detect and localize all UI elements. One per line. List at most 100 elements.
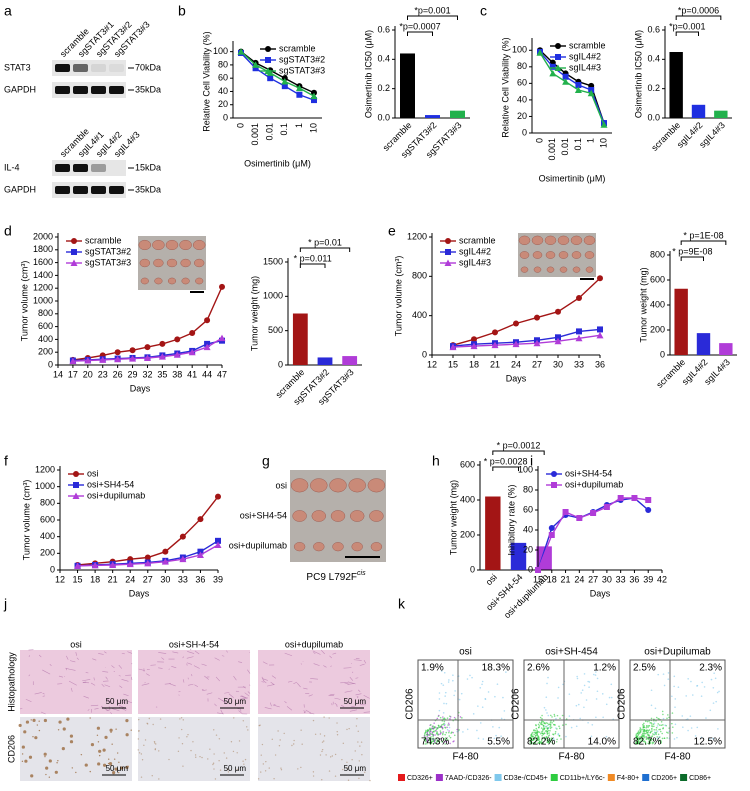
event-dot <box>660 724 663 727</box>
stain-dot <box>109 728 113 732</box>
tissue-fiber <box>353 659 362 661</box>
stain-dot <box>331 755 334 757</box>
tissue-fiber <box>221 655 225 657</box>
stain-dot <box>130 729 132 731</box>
legend-label: osi+SH4-54 <box>565 468 612 478</box>
tissue-fiber <box>127 651 133 654</box>
event-dot <box>637 730 640 733</box>
event-dot <box>605 703 608 706</box>
stain-dot <box>346 766 348 769</box>
marker <box>158 353 166 360</box>
event-dot <box>529 742 532 744</box>
event-dot <box>595 671 597 673</box>
stain-dot <box>319 733 322 735</box>
tissue-fiber <box>201 663 207 666</box>
tumor <box>532 251 543 259</box>
event-dot <box>605 735 608 738</box>
y-axis-label: Osimertinib IC50 (μM) <box>363 30 373 118</box>
tumor <box>557 235 570 245</box>
y-axis-label: Inhibitory rate (%) <box>506 484 516 555</box>
tissue-fiber <box>238 661 243 663</box>
event-dot <box>554 730 557 733</box>
x-tick-label: 36 <box>195 574 205 584</box>
tissue-fiber <box>202 689 207 691</box>
event-dot <box>481 683 483 686</box>
y-tick-label: 80 <box>218 59 228 69</box>
stain-dot <box>341 758 343 761</box>
legend-label: osi <box>87 468 99 478</box>
marker <box>596 331 604 339</box>
event-dot <box>552 737 555 740</box>
event-dot <box>442 684 445 686</box>
event-dot <box>655 729 657 731</box>
marker <box>535 567 541 573</box>
event-dot <box>430 728 432 731</box>
event-dot <box>454 718 457 720</box>
tissue-fiber <box>334 697 341 700</box>
marker <box>144 559 152 567</box>
tissue-fiber <box>58 675 64 678</box>
stain-dot <box>238 740 241 742</box>
event-dot <box>640 739 643 742</box>
tumor <box>367 478 386 493</box>
event-dot <box>560 738 562 740</box>
stain-dot <box>291 744 293 747</box>
x-tick-label: 30 <box>602 574 612 584</box>
stain-dot <box>113 758 116 760</box>
y-tick-label: 80 <box>523 484 533 494</box>
tumor <box>520 266 529 273</box>
event-dot <box>547 729 550 732</box>
event-dot <box>649 742 652 745</box>
stain-dot <box>212 762 215 764</box>
tissue-fiber <box>284 701 287 704</box>
stain-dot <box>48 759 52 763</box>
stain-dot <box>180 717 183 719</box>
tissue-fiber <box>341 705 345 708</box>
y-tick-label: 1000 <box>33 295 53 305</box>
stain-dot <box>146 723 149 725</box>
event-dot <box>460 692 463 695</box>
marker <box>144 554 151 561</box>
x-tick-label: 1 <box>294 123 304 128</box>
event-dot <box>635 742 638 744</box>
event-dot <box>667 714 669 716</box>
legend-swatch <box>642 774 650 781</box>
stain-dot <box>323 735 326 737</box>
event-dot <box>548 723 551 725</box>
stain-dot <box>168 758 170 761</box>
legend-label: osi+dupilumab <box>87 490 145 500</box>
y-tick-label: 40 <box>523 524 533 534</box>
stain-dot <box>319 754 322 756</box>
stain-dot <box>152 723 154 726</box>
stain-dot <box>138 730 140 732</box>
x-tick-label: 21 <box>561 574 571 584</box>
tissue-fiber <box>270 681 275 685</box>
event-dot <box>583 673 586 675</box>
significance-bracket <box>675 31 699 36</box>
legend-label: sgIL4#3 <box>569 62 601 72</box>
significance-bracket <box>407 15 458 20</box>
event-dot <box>442 723 444 726</box>
event-dot <box>432 740 435 743</box>
photo-row-label: osi <box>275 480 287 490</box>
marker <box>600 121 608 128</box>
stain-dot <box>179 718 181 720</box>
x-axis-label: Days <box>130 383 151 393</box>
y-tick-label: 0.0 <box>377 112 390 122</box>
stain-dot <box>336 734 339 736</box>
event-dot <box>447 681 450 683</box>
stain-dot <box>44 755 46 758</box>
blot-band <box>73 64 88 72</box>
stain-dot <box>158 750 160 752</box>
event-dot <box>530 733 533 736</box>
stain-dot <box>66 717 70 721</box>
legend-label: sgSTAT3#2 <box>279 54 325 64</box>
stain-dot <box>164 726 167 729</box>
x-tick-label: 30 <box>553 359 563 369</box>
size-label: 15kDa <box>135 162 161 172</box>
y-tick-label: 800 <box>412 271 427 281</box>
stain-dot <box>199 755 201 758</box>
event-dot <box>689 715 692 717</box>
significance-bracket <box>675 15 722 20</box>
tissue-fiber <box>308 694 313 697</box>
